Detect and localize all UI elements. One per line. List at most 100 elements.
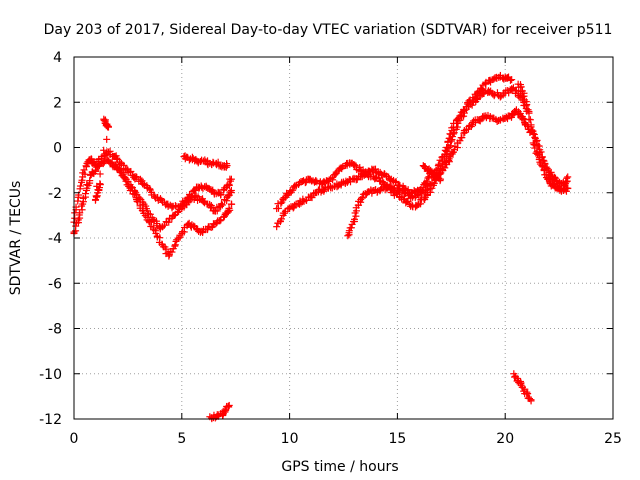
data-point (350, 215, 358, 223)
data-point (86, 177, 94, 185)
data-point (171, 241, 179, 249)
data-point (123, 165, 131, 173)
x-tick-label: 20 (496, 431, 514, 447)
data-point (564, 184, 572, 192)
data-point (227, 200, 235, 208)
data-point (123, 181, 131, 189)
data-point (127, 167, 135, 175)
data-point (564, 173, 572, 181)
x-tick-label: 5 (177, 431, 186, 447)
data-point (519, 116, 527, 124)
series-trace-j (206, 370, 535, 423)
data-point (132, 173, 140, 181)
data-point (534, 142, 542, 150)
data-point (458, 134, 466, 142)
data-point (551, 173, 559, 181)
y-tick-label: 4 (53, 50, 62, 66)
data-point (96, 170, 104, 178)
data-point (456, 116, 464, 124)
series-trace-a (70, 147, 235, 226)
data-point (93, 193, 101, 201)
y-tick-label: -12 (39, 412, 62, 428)
data-point (134, 198, 142, 206)
data-point (226, 188, 234, 196)
data-point (170, 211, 178, 219)
y-tick-label: 2 (53, 95, 62, 111)
data-point (82, 190, 90, 198)
y-axis: -12 -10 -8 -6 -4 -2 0 2 4 (39, 50, 613, 428)
data-point (525, 109, 533, 117)
data-point (353, 175, 361, 183)
data-point (460, 112, 468, 120)
data-point (523, 101, 531, 109)
data-point (424, 174, 432, 182)
data-point (351, 161, 359, 169)
data-point (139, 180, 147, 188)
data-point (289, 186, 297, 194)
x-tick-label: 10 (281, 431, 299, 447)
data-point (76, 182, 84, 190)
data-point (521, 96, 529, 104)
data-point (104, 123, 112, 131)
data-point (227, 175, 235, 183)
data-point (344, 232, 352, 240)
y-tick-label: -4 (48, 231, 62, 247)
data-point (225, 180, 233, 188)
data-point (312, 176, 320, 184)
data-point (448, 124, 456, 132)
data-point (91, 196, 99, 204)
series-trace-h (514, 80, 572, 195)
data-point (176, 233, 184, 241)
data-point (508, 76, 516, 84)
data-point (352, 162, 360, 170)
data-point (207, 203, 215, 211)
data-point (98, 158, 106, 166)
data-point (359, 166, 367, 174)
data-point (506, 76, 514, 84)
data-point (420, 187, 428, 195)
data-point (133, 173, 141, 181)
data-point (224, 402, 232, 410)
data-point (147, 218, 155, 226)
data-point (531, 144, 539, 152)
data-point (225, 204, 233, 212)
data-marks (70, 71, 572, 423)
data-point (81, 170, 89, 178)
y-axis-title: SDTVAR / TECUs (8, 181, 24, 296)
series-trace-c (107, 159, 236, 260)
data-point (225, 401, 233, 409)
data-point (103, 135, 111, 143)
data-point (527, 397, 535, 405)
series-trace-d (91, 115, 231, 204)
data-point (222, 163, 230, 171)
data-point (100, 146, 108, 154)
data-point (347, 224, 355, 232)
data-point (290, 201, 298, 209)
data-point (449, 130, 457, 138)
data-point (156, 195, 164, 203)
series-trace-g (344, 106, 537, 240)
y-tick-label: -10 (39, 367, 62, 383)
x-tick-label: 15 (388, 431, 406, 447)
data-point (562, 178, 570, 186)
data-point (227, 186, 235, 194)
y-tick-label: -8 (48, 322, 62, 338)
y-tick-label: 0 (53, 141, 62, 157)
data-point (217, 190, 225, 198)
y-tick-label: -6 (48, 276, 62, 292)
x-tick-label: 0 (70, 431, 79, 447)
data-point (96, 180, 104, 188)
data-point (207, 224, 215, 232)
data-point (116, 167, 124, 175)
data-point (217, 200, 225, 208)
data-point (428, 179, 436, 187)
data-point (221, 406, 229, 414)
series-trace-i (419, 162, 445, 185)
x-axis: 0 5 10 15 20 25 (70, 57, 622, 447)
data-point (358, 194, 366, 202)
data-point (563, 174, 571, 182)
data-point (278, 215, 286, 223)
data-point (113, 154, 121, 162)
chart-title: Day 203 of 2017, Sidereal Day-to-day VTE… (44, 22, 613, 38)
y-tick-label: -2 (48, 186, 62, 202)
